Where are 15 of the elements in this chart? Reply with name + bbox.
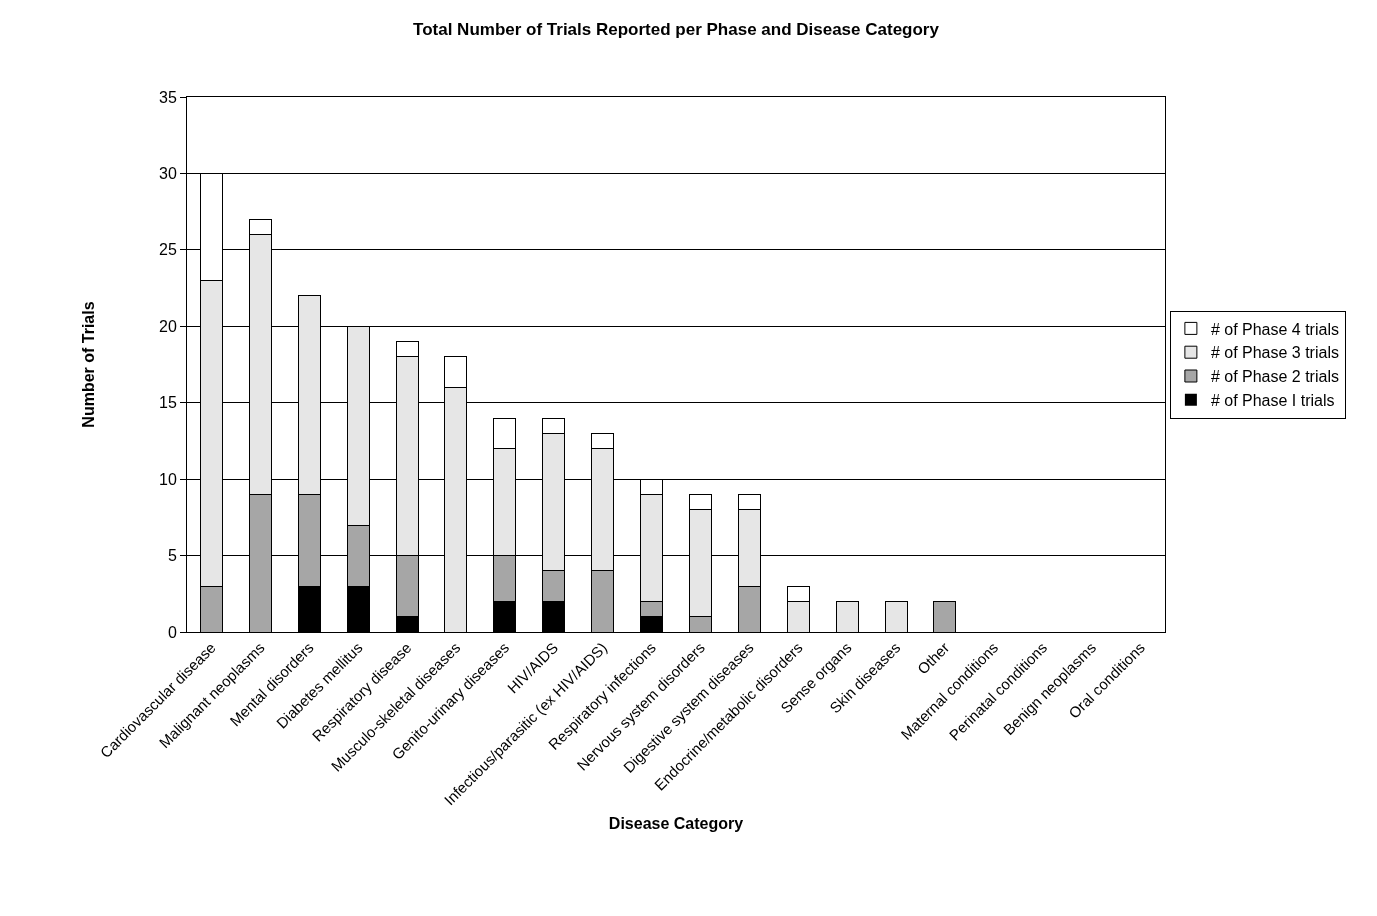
- y-tick-label: 10: [159, 470, 177, 488]
- y-tick-label: 20: [159, 317, 177, 335]
- legend-label: # of Phase I trials: [1210, 392, 1335, 410]
- y-tick-label: 0: [167, 623, 177, 641]
- y-tick-label: 35: [159, 88, 177, 106]
- y-tick-label: 30: [159, 165, 177, 183]
- chart-title: Total Number of Trials Reported per Phase and Disease Category: [413, 19, 940, 39]
- legend-label: # of Phase 2 trials: [1210, 368, 1339, 386]
- x-axis-title: Disease Category: [608, 815, 744, 833]
- legend-label: # of Phase 3 trials: [1210, 344, 1339, 362]
- y-tick-label: 15: [159, 394, 177, 412]
- legend-label: # of Phase 4 trials: [1210, 320, 1339, 338]
- y-tick-label: 25: [159, 241, 177, 259]
- y-axis-title: Number of Trials: [79, 301, 97, 428]
- y-tick-label: 5: [167, 547, 177, 565]
